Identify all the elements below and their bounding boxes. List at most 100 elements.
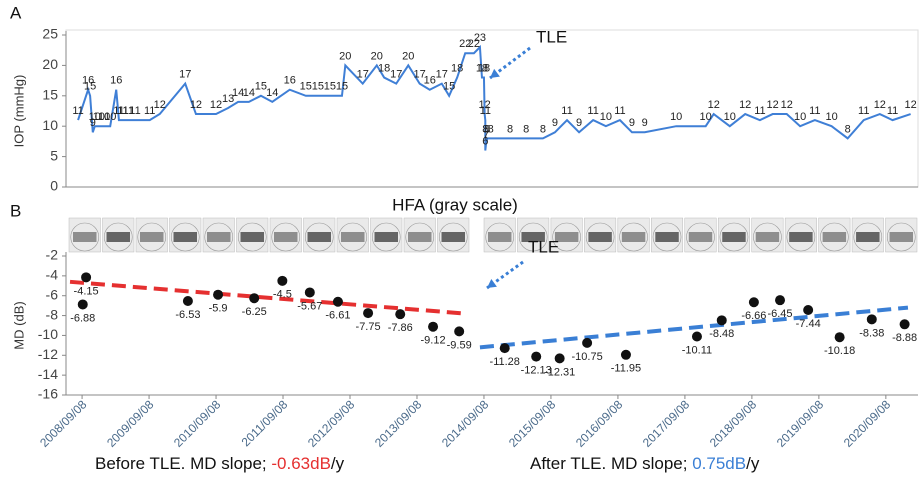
data-label: 17 (390, 69, 402, 81)
md-point (867, 314, 877, 324)
data-label: 20 (339, 50, 351, 62)
data-label: 11 (72, 105, 83, 117)
data-label: 20 (402, 50, 414, 62)
md-point (81, 272, 91, 282)
data-label: -10.18 (824, 345, 855, 357)
data-label: -6.45 (767, 308, 792, 320)
data-label: 18 (451, 62, 463, 74)
caption-prefix: After TLE. MD slope; (530, 454, 692, 473)
hfa-field (722, 232, 745, 242)
x-tick-label: 2019/09/08 (774, 397, 827, 450)
data-label: 17 (357, 69, 369, 81)
data-label: -9.59 (447, 339, 472, 351)
md-point (555, 353, 565, 363)
md-point (500, 343, 510, 353)
md-point (749, 297, 759, 307)
data-label: 9 (642, 117, 648, 129)
data-label: -7.75 (356, 321, 381, 333)
hfa-field (341, 232, 365, 242)
hfa-field (241, 232, 265, 242)
hfa-field (274, 232, 298, 242)
caption-suffix: /y (746, 454, 760, 473)
caption: Before TLE. MD slope; -0.63dB/y (95, 454, 345, 473)
y-tick-label: 5 (50, 147, 58, 163)
md-point (900, 319, 910, 329)
data-label: -6.66 (741, 310, 766, 322)
data-label: 12 (905, 99, 917, 111)
data-label: 12 (190, 99, 202, 111)
y-tick-label: -8 (46, 306, 59, 322)
data-label: 8 (488, 123, 494, 135)
data-label: 15 (443, 81, 455, 93)
data-label: -12.31 (544, 366, 575, 378)
annotation-arrowhead (487, 279, 497, 288)
y-tick-label: -2 (46, 247, 59, 263)
data-label: 20 (371, 50, 383, 62)
hfa-field (375, 232, 399, 242)
y-tick-label: -10 (38, 326, 58, 342)
md-point (78, 299, 88, 309)
y-tick-label: 25 (42, 26, 58, 42)
data-label: 15 (300, 81, 312, 93)
data-label: 11 (887, 105, 898, 117)
y-tick-label: -14 (38, 366, 58, 382)
data-label: 8 (845, 123, 851, 135)
data-label: -10.11 (682, 344, 712, 356)
data-label: 12 (154, 99, 166, 111)
data-label: 12 (210, 99, 222, 111)
x-tick-label: 2014/09/08 (439, 397, 492, 450)
md-point (835, 332, 845, 342)
md-point (428, 322, 438, 332)
y-tick-label: -6 (46, 286, 59, 302)
y-tick-label: 15 (42, 87, 58, 103)
y-axis-label: IOP (mmHg) (11, 75, 26, 148)
annotation: TLE (528, 237, 559, 256)
data-label: -7.44 (796, 318, 821, 330)
data-label: 10 (700, 111, 712, 123)
x-tick-label: 2010/09/08 (171, 397, 224, 450)
data-label: -9.12 (421, 335, 446, 347)
data-label: 10 (794, 111, 806, 123)
y-tick-label: 20 (42, 56, 58, 72)
y-tick-label: -16 (38, 386, 58, 402)
caption-slope: -0.63dB (271, 454, 331, 473)
data-label: 11 (614, 105, 625, 117)
md-point (454, 326, 464, 336)
data-label: 11 (754, 105, 765, 117)
data-label: 12 (739, 99, 751, 111)
data-label: -7.86 (388, 322, 413, 334)
x-tick-label: 2017/09/08 (640, 397, 693, 450)
data-label: 12 (781, 99, 793, 111)
data-label: 12 (708, 99, 720, 111)
hfa-field (689, 232, 712, 242)
x-tick-label: 2016/09/08 (573, 397, 626, 450)
md-point (305, 287, 315, 297)
md-point (213, 290, 223, 300)
hfa-field (107, 232, 131, 242)
data-label: -8.48 (709, 328, 734, 340)
panel-label: A (10, 3, 22, 22)
hfa-field (622, 232, 645, 242)
hfa-field (207, 232, 231, 242)
data-label: 23 (474, 32, 486, 44)
hfa-field (140, 232, 164, 242)
data-label: 18 (478, 62, 490, 74)
data-label: 14 (266, 87, 278, 99)
data-label: 8 (523, 123, 529, 135)
x-tick-label: 2011/09/08 (239, 397, 291, 449)
data-label: -5.67 (297, 300, 322, 312)
md-point (249, 293, 259, 303)
figure: AIOP (mmHg)05101520251116159101010101611… (0, 0, 924, 479)
data-label: 17 (436, 69, 448, 81)
data-label: -6.25 (242, 306, 267, 318)
subtitle: HFA (gray scale) (392, 195, 518, 214)
data-label: -11.95 (611, 363, 641, 375)
hfa-field (756, 232, 779, 242)
caption-prefix: Before TLE. MD slope; (95, 454, 271, 473)
data-label: 15 (84, 81, 96, 93)
hfa-field (73, 232, 97, 242)
hfa-field (823, 232, 846, 242)
data-label: 9 (629, 117, 635, 129)
caption: After TLE. MD slope; 0.75dB/y (530, 454, 760, 473)
x-tick-label: 2008/09/08 (37, 397, 90, 450)
